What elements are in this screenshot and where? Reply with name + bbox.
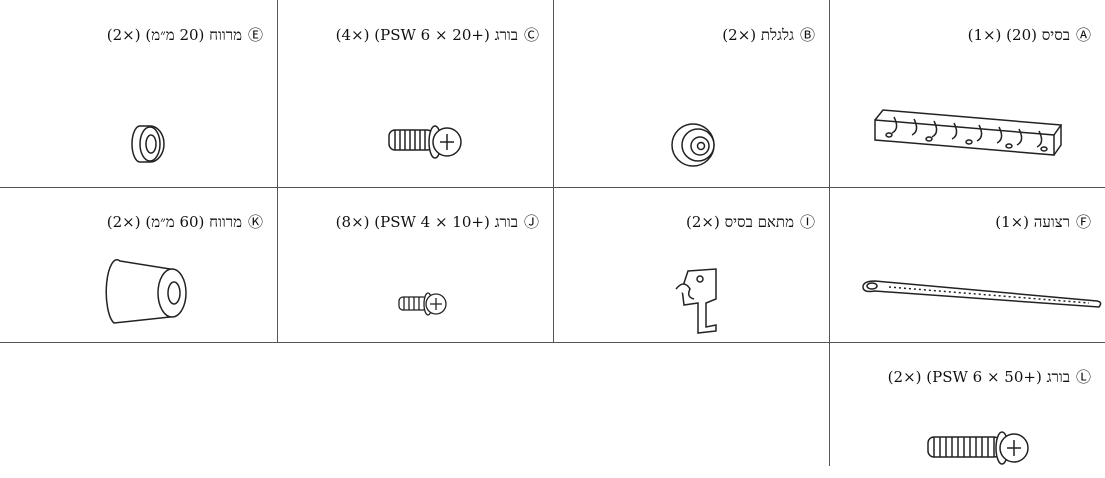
- part-label: רצועה (×1): [995, 213, 1070, 231]
- part-caption: Ⓘ מתאם בסיס (×2): [580, 209, 815, 235]
- cable-tie-icon: [862, 280, 1102, 308]
- part-marker: Ⓐ: [1075, 26, 1091, 44]
- part-caption: Ⓐ בסיס (20) (×1): [856, 22, 1091, 48]
- part-label: מרווח (20 מ״מ) (×2): [106, 26, 242, 44]
- part-cell: Ⓔ מרווח (20 מ״מ) (×2): [0, 0, 277, 187]
- part-cell: Ⓙ בורג (+PSW 4 × 10) (×8): [277, 187, 553, 342]
- part-marker: Ⓕ: [1075, 213, 1091, 231]
- part-label: מתאם בסיס (×2): [685, 213, 794, 231]
- part-caption: Ⓒ בורג (+PSW 6 × 20) (×4): [304, 22, 539, 48]
- base-icon: [874, 109, 1063, 156]
- screw-icon: [927, 431, 1029, 465]
- part-caption: Ⓛ בורג (+PSW 6 × 50) (×2): [856, 364, 1091, 390]
- part-cell: Ⓘ מתאם בסיס (×2): [553, 187, 829, 342]
- col-divider: [553, 0, 554, 342]
- row-divider: [0, 187, 1105, 188]
- part-label: גלגלת (×2): [722, 26, 794, 44]
- part-label: בורג (+PSW 6 × 20) (×4): [335, 26, 518, 44]
- pulley-icon: [671, 123, 715, 167]
- part-marker: Ⓚ: [247, 213, 263, 231]
- part-cell: Ⓕ רצועה (×1): [829, 187, 1105, 342]
- col-divider: [829, 0, 830, 466]
- part-marker: Ⓒ: [523, 26, 539, 44]
- part-label: מרווח (60 מ״מ) (×2): [106, 213, 242, 231]
- part-caption: Ⓚ מרווח (60 מ״מ) (×2): [28, 209, 263, 235]
- part-caption: Ⓕ רצועה (×1): [856, 209, 1091, 235]
- part-cell: Ⓒ בורג (+PSW 6 × 20) (×4): [277, 0, 553, 187]
- part-label: בורג (+PSW 4 × 10) (×8): [335, 213, 518, 231]
- part-marker: Ⓛ: [1075, 368, 1091, 386]
- screw-icon: [388, 125, 462, 159]
- part-label: בסיס (20) (×1): [967, 26, 1070, 44]
- part-marker: Ⓑ: [799, 26, 815, 44]
- part-marker: Ⓙ: [523, 213, 539, 231]
- row-divider: [0, 342, 1105, 343]
- col-divider: [277, 0, 278, 342]
- spacer-icon: [131, 125, 165, 163]
- part-cell: Ⓑ גלגלת (×2): [553, 0, 829, 187]
- part-label: בורג (+PSW 6 × 50) (×2): [887, 368, 1070, 386]
- screw-icon: [398, 292, 447, 316]
- part-marker: Ⓔ: [247, 26, 263, 44]
- part-cell: Ⓚ מרווח (60 מ״מ) (×2): [0, 187, 277, 342]
- part-cell: Ⓛ בורג (+PSW 6 × 50) (×2): [829, 342, 1105, 478]
- part-cell: Ⓐ בסיס (20) (×1): [829, 0, 1105, 187]
- part-caption: Ⓔ מרווח (20 מ״מ) (×2): [28, 22, 263, 48]
- adapter-icon: [675, 268, 717, 334]
- part-caption: Ⓙ בורג (+PSW 4 × 10) (×8): [304, 209, 539, 235]
- part-caption: Ⓑ גלגלת (×2): [580, 22, 815, 48]
- part-marker: Ⓘ: [799, 213, 815, 231]
- spacer-icon: [105, 258, 187, 324]
